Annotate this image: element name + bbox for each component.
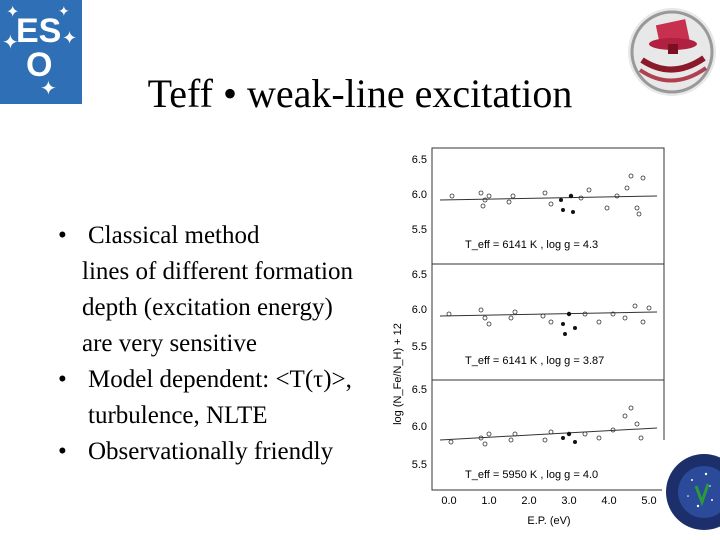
y-tick-label: 6.0: [412, 304, 427, 316]
y-tick-label: 6.5: [412, 269, 427, 281]
panel-2: 6.5 6.0 5.5 T_eff = 6141 K , log g = 3.8…: [412, 263, 665, 381]
data-points: [446, 303, 652, 327]
y-tick-label: 5.5: [412, 224, 427, 236]
panel-1: 6.5 6.0 5.5 T_eff = 6141 K , log g = 4.3: [412, 147, 665, 265]
data-points: [449, 173, 646, 217]
bullet-text: Observationally friendly: [88, 438, 334, 465]
y-tick-label: 6.0: [412, 421, 427, 433]
star-icon: ✦: [6, 2, 20, 21]
panel-caption: T_eff = 6141 K , log g = 3.87: [465, 355, 604, 367]
data-points-filled: [559, 193, 575, 214]
x-tick-label: 2.0: [521, 495, 536, 507]
logo-letter-bottom: O: [26, 46, 53, 84]
x-tick-label: 5.0: [641, 495, 656, 507]
figure-ylabel: log (N_Fe/N_H) + 12: [392, 323, 404, 425]
star-icon: ✦: [62, 28, 78, 49]
panel-caption: T_eff = 6141 K , log g = 4.3: [465, 239, 598, 251]
y-tick-label: 5.5: [412, 459, 427, 471]
bullet-dot: •: [58, 366, 67, 393]
bullet-dot: •: [58, 438, 67, 465]
page-title: Teff • weak-line excitation: [147, 71, 573, 116]
telescope-logo: [628, 8, 716, 96]
star-icon: ✦: [2, 30, 19, 54]
data-points-filled: [561, 431, 577, 444]
abundance-figure: log (N_Fe/N_H) + 12 6.5 6.0 5.5 T_eff = …: [392, 147, 665, 527]
logo-letters-top: ES: [16, 12, 62, 50]
data-points-filled: [561, 311, 577, 336]
panel-caption: T_eff = 5950 K , log g = 4.0: [465, 469, 598, 481]
x-tick-label: 0.0: [441, 495, 456, 507]
y-tick-label: 6.0: [412, 189, 427, 201]
y-tick-label: 6.5: [412, 154, 427, 166]
x-tick-label: 3.0: [561, 495, 576, 507]
figure-xlabel: E.P. (eV): [527, 515, 570, 527]
eso-logo: ✦ ✦ ✦ ✦ ✦ ES O: [0, 0, 82, 104]
star-icon: ✦: [40, 76, 57, 100]
star-icon: ✦: [58, 4, 70, 20]
panel-3: 6.5 6.0 5.5 T_eff = 5950 K , log g = 4.0: [412, 379, 665, 491]
y-tick-label: 6.5: [412, 384, 427, 396]
bullet-text: Classical method: [88, 222, 260, 249]
bullet-text: Model dependent: <T(τ)>,: [88, 366, 352, 393]
bullet-dot: •: [58, 222, 67, 249]
data-points: [448, 405, 644, 447]
iac-logo: [662, 440, 720, 540]
x-tick-label: 1.0: [481, 495, 496, 507]
x-tick-label: 4.0: [601, 495, 616, 507]
y-tick-label: 5.5: [412, 341, 427, 353]
